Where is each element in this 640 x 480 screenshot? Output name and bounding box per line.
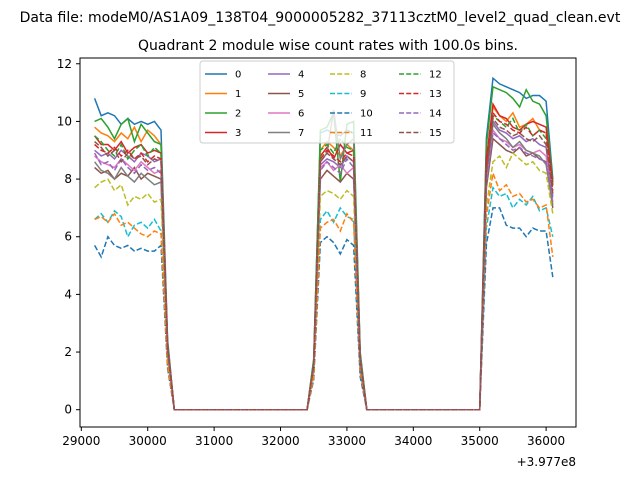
x-tick-label: 32000 xyxy=(261,434,299,448)
x-tick-label: 34000 xyxy=(394,434,432,448)
legend-label: 2 xyxy=(235,109,241,120)
chart-title: Quadrant 2 module wise count rates with … xyxy=(138,38,518,54)
y-tick-label: 12 xyxy=(57,57,72,71)
legend-label: 12 xyxy=(429,70,442,81)
y-tick-label: 6 xyxy=(64,230,72,244)
y-tick-label: 4 xyxy=(64,287,72,301)
x-tick-label: 35000 xyxy=(461,434,499,448)
chart-suptitle: Data file: modeM0/AS1A09_138T04_90000052… xyxy=(20,10,621,26)
x-tick-label: 36000 xyxy=(527,434,565,448)
series-line-15 xyxy=(94,116,554,411)
legend-label: 4 xyxy=(298,70,304,81)
legend-label: 14 xyxy=(429,109,442,120)
legend-label: 7 xyxy=(298,128,304,139)
legend-label: 1 xyxy=(235,89,241,100)
legend-label: 6 xyxy=(298,109,304,120)
legend-label: 5 xyxy=(298,89,304,100)
y-tick-label: 0 xyxy=(64,403,72,417)
y-tick-label: 8 xyxy=(64,172,72,186)
legend-label: 3 xyxy=(235,128,241,139)
x-tick-label: 31000 xyxy=(195,434,233,448)
x-offset-label: +3.977e8 xyxy=(517,455,576,469)
x-tick-label: 29000 xyxy=(62,434,100,448)
series-layer xyxy=(93,76,554,411)
y-tick-label: 2 xyxy=(64,345,72,359)
legend-label: 0 xyxy=(235,70,241,81)
ticks-layer: 29000 30000 31000 32000 33000 34000 35000 36000… xyxy=(57,57,565,448)
legend-label: 8 xyxy=(360,70,366,81)
legend-label: 9 xyxy=(360,89,366,100)
legend-label: 13 xyxy=(429,89,442,100)
y-tick-label: 10 xyxy=(57,114,72,128)
legend-box xyxy=(199,60,455,144)
x-tick-label: 30000 xyxy=(129,434,167,448)
legend-label: 15 xyxy=(429,128,442,139)
legend-label: 11 xyxy=(360,128,373,139)
x-tick-label: 33000 xyxy=(328,434,366,448)
legend-label: 10 xyxy=(360,109,373,120)
